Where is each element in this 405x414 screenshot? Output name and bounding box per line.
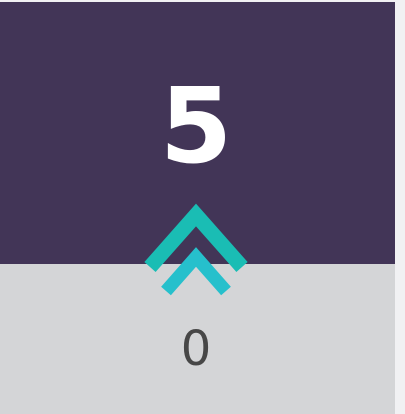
inner-chevron	[161, 247, 231, 296]
bottom-value: 0	[181, 321, 212, 377]
bottom-panel	[0, 264, 395, 414]
top-value: 5	[160, 65, 232, 187]
outer-chevron	[144, 203, 248, 272]
